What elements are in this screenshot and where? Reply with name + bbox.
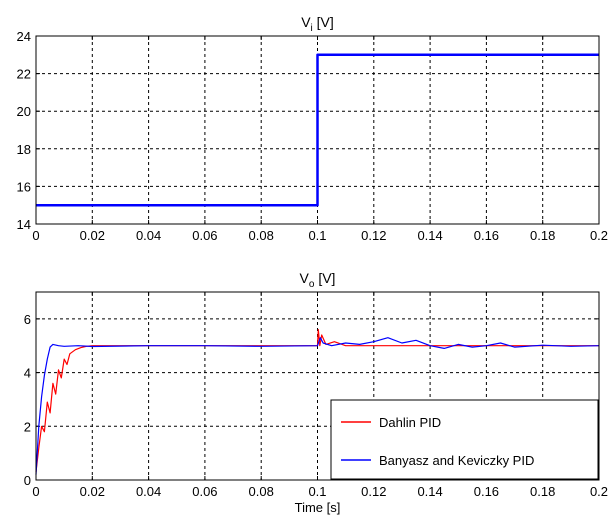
- title-unit: [V]: [313, 14, 334, 30]
- x-tick-label: 0.1: [308, 228, 326, 243]
- legend: Dahlin PID Banyasz and Keviczky PID: [331, 400, 598, 479]
- chart-title: Vo [V]: [300, 270, 336, 290]
- y-tick-label: 24: [17, 29, 31, 44]
- x-tick-label: 0.18: [530, 484, 555, 499]
- x-tick-label: 0.14: [417, 484, 442, 499]
- x-tick-label: 0.2: [590, 484, 608, 499]
- x-tick-label: 0.14: [417, 228, 442, 243]
- x-tick-label: 0.08: [249, 484, 274, 499]
- y-tick-label: 14: [17, 217, 31, 232]
- x-tick-label: 0.06: [192, 484, 217, 499]
- legend-label: Dahlin PID: [379, 415, 441, 430]
- y-tick-label: 22: [17, 67, 31, 82]
- x-tick-label: 0.04: [136, 228, 161, 243]
- chart-panel-1: Vi [V] 0 0.02 0.04 0.06 0.08 0.1 0.12 0.14 0.16 0.…: [17, 14, 609, 243]
- x-tick-label: 0.12: [361, 484, 386, 499]
- y-tick-label: 6: [24, 312, 31, 327]
- x-tick-label: 0.08: [249, 228, 274, 243]
- x-tick-label: 0.12: [361, 228, 386, 243]
- x-tick-label: 0.02: [80, 228, 105, 243]
- y-tick-label: 0: [24, 473, 31, 488]
- y-tick-label: 2: [24, 419, 31, 434]
- x-tick-label: 0.16: [474, 484, 499, 499]
- y-tick-label: 4: [24, 366, 31, 381]
- x-tick-label: 0.02: [80, 484, 105, 499]
- chart-title: Vi [V]: [301, 14, 334, 34]
- x-tick-label: 0: [32, 228, 39, 243]
- y-tick-label: 18: [17, 142, 31, 157]
- series-line-1: [36, 55, 599, 205]
- x-tick-label: 0.18: [530, 228, 555, 243]
- x-tick-label: 0.1: [308, 484, 326, 499]
- x-tick-label: 0.04: [136, 484, 161, 499]
- chart-panel-2: Vo [V] 0 0.02 0.04 0.06 0.08 0.1 0.12 0.14 0.16 0.…: [24, 270, 608, 515]
- y-tick-label: 20: [17, 104, 31, 119]
- x-tick-label: 0: [32, 484, 39, 499]
- x-tick-label: 0.16: [474, 228, 499, 243]
- y-tick-label: 16: [17, 179, 31, 194]
- x-tick-label: 0.2: [590, 228, 608, 243]
- x-axis-label: Time [s]: [295, 500, 341, 515]
- x-tick-label: 0.06: [192, 228, 217, 243]
- legend-label: Banyasz and Keviczky PID: [379, 453, 534, 468]
- title-unit: [V]: [314, 270, 335, 286]
